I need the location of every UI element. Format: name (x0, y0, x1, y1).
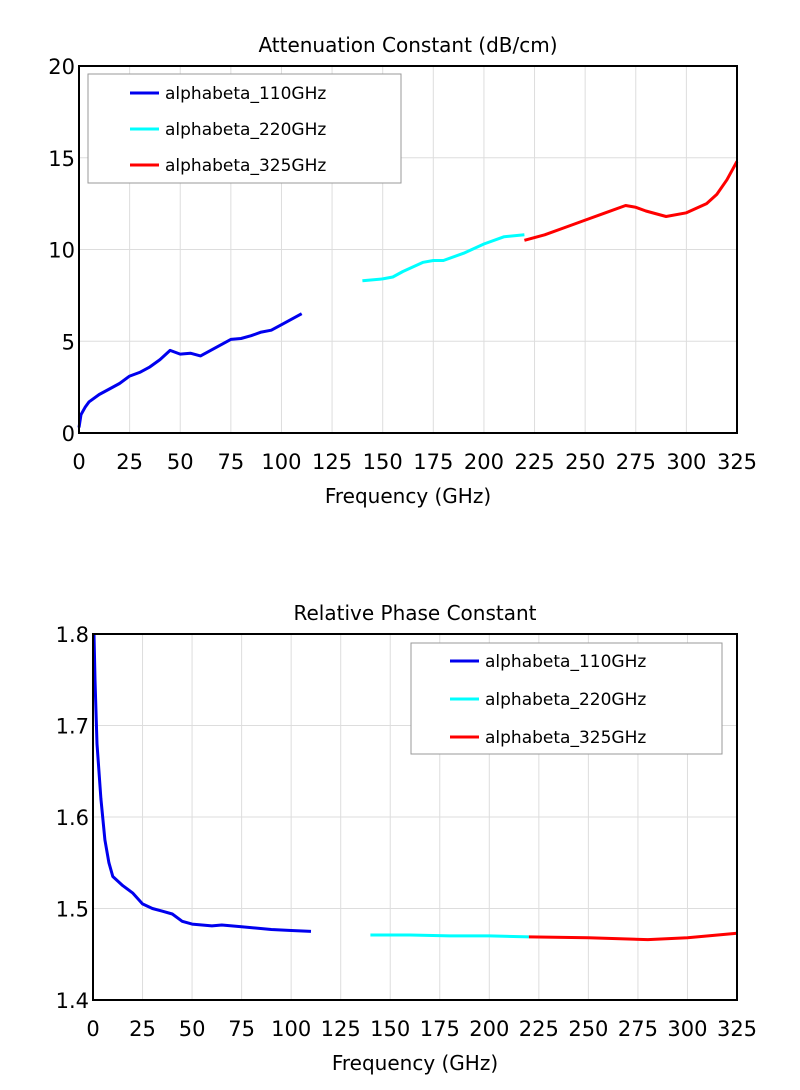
legend-label: alphabeta_110GHz (485, 652, 646, 672)
chart-title: Relative Phase Constant (294, 601, 537, 625)
y-tick-label: 1.5 (56, 898, 89, 922)
series-line-alphabeta-110GHz (92, 633, 312, 933)
x-tick-label: 0 (72, 450, 85, 474)
x-tick-label: 200 (469, 1017, 509, 1041)
legend: alphabeta_110GHz alphabeta_220GHz alphabet… (410, 642, 723, 755)
series-line-alphabeta-110GHz (77, 312, 303, 428)
y-tick-label: 0 (62, 422, 75, 446)
x-tick-label: 275 (616, 450, 656, 474)
y-tick-label: 20 (48, 55, 75, 79)
x-tick-label: 50 (167, 450, 194, 474)
y-tick-label: 1.6 (56, 806, 89, 830)
x-tick-label: 125 (321, 1017, 361, 1041)
x-tick-label: 325 (717, 450, 757, 474)
x-tick-label: 50 (179, 1017, 206, 1041)
series-line-alphabeta-325GHz (528, 931, 738, 942)
x-tick-label: 175 (420, 1017, 460, 1041)
x-axis-label: Frequency (GHz) (332, 1051, 498, 1075)
legend-label: alphabeta_220GHz (165, 120, 326, 140)
x-tick-label: 300 (666, 450, 706, 474)
chart-1: 0 25 50 75 100 125 150 175 200 225 250 275 300 325 0 5 1… (48, 33, 757, 508)
y-tick-label: 1.7 (56, 715, 89, 739)
x-tick-label: 150 (363, 450, 403, 474)
y-tick-label: 1.4 (56, 989, 89, 1013)
plot-frame (78, 65, 738, 434)
y-tick-label: 1.8 (56, 623, 89, 647)
series-line-alphabeta-220GHz (362, 233, 525, 283)
x-tick-label: 125 (312, 450, 352, 474)
series-line-alphabeta-220GHz (370, 933, 529, 939)
x-tick-label: 325 (717, 1017, 757, 1041)
x-tick-label: 75 (217, 450, 244, 474)
x-tick-label: 100 (261, 450, 301, 474)
x-tick-label: 200 (464, 450, 504, 474)
x-tick-label: 175 (413, 450, 453, 474)
y-tick-label: 15 (48, 147, 75, 171)
x-tick-label: 300 (667, 1017, 707, 1041)
legend: alphabeta_110GHz alphabeta_220GHz alphabet… (87, 73, 402, 184)
legend-label: alphabeta_110GHz (165, 84, 326, 104)
chart-2: 0 25 50 75 100 125 150 175 200 225 250 275 300 325 1.4… (56, 601, 757, 1075)
y-tick-label: 5 (62, 330, 75, 354)
x-tick-label: 25 (116, 450, 143, 474)
plot-frame (92, 633, 738, 1001)
x-tick-label: 25 (129, 1017, 156, 1041)
x-tick-label: 250 (568, 1017, 608, 1041)
legend-label: alphabeta_220GHz (485, 690, 646, 710)
x-tick-label: 150 (370, 1017, 410, 1041)
series-line-alphabeta-325GHz (524, 160, 739, 242)
x-tick-label: 275 (618, 1017, 658, 1041)
x-tick-label: 225 (519, 1017, 559, 1041)
x-tick-label: 250 (565, 450, 605, 474)
x-tick-label: 75 (228, 1017, 255, 1041)
legend-label: alphabeta_325GHz (165, 156, 326, 176)
x-tick-label: 225 (514, 450, 554, 474)
x-axis-label: Frequency (GHz) (325, 484, 491, 508)
x-tick-label: 0 (86, 1017, 99, 1041)
legend-label: alphabeta_325GHz (485, 728, 646, 748)
x-tick-label: 100 (271, 1017, 311, 1041)
chart-title: Attenuation Constant (dB/cm) (258, 33, 557, 57)
y-tick-label: 10 (48, 239, 75, 263)
